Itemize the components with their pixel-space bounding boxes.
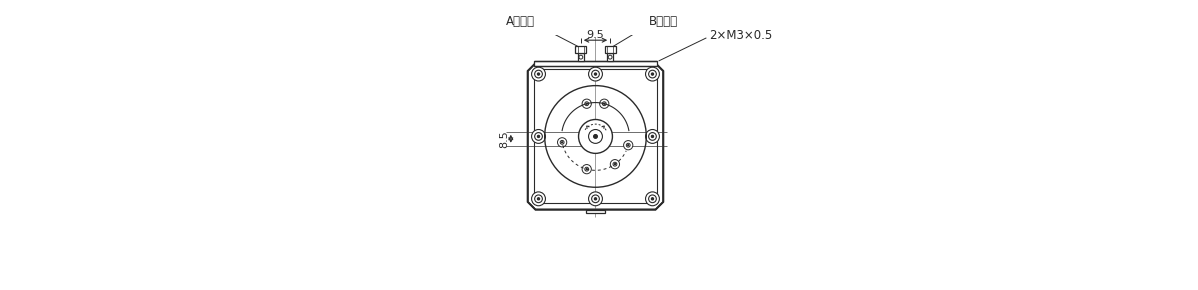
Text: Aポート: Aポート	[507, 15, 536, 28]
Bar	[534, 61, 657, 66]
Circle shape	[646, 130, 659, 143]
Bar	[605, 46, 616, 53]
Circle shape	[588, 192, 603, 206]
Circle shape	[593, 135, 598, 138]
Circle shape	[557, 138, 567, 147]
Circle shape	[609, 55, 612, 59]
Circle shape	[594, 73, 597, 75]
Bar	[607, 53, 613, 61]
Circle shape	[628, 145, 629, 146]
Circle shape	[586, 168, 587, 170]
Circle shape	[582, 164, 592, 174]
Circle shape	[538, 73, 539, 75]
Bar	[534, 69, 657, 203]
Circle shape	[579, 55, 582, 59]
Circle shape	[615, 164, 616, 165]
Bar	[575, 46, 586, 53]
Circle shape	[646, 192, 659, 206]
Circle shape	[579, 119, 612, 153]
Circle shape	[588, 67, 603, 81]
Circle shape	[538, 135, 539, 137]
Circle shape	[604, 103, 605, 104]
Circle shape	[652, 198, 654, 200]
Polygon shape	[528, 63, 664, 210]
Circle shape	[562, 142, 563, 143]
Circle shape	[582, 99, 592, 108]
Circle shape	[538, 198, 539, 200]
Circle shape	[532, 130, 545, 143]
Circle shape	[600, 99, 609, 108]
Text: 8.5: 8.5	[500, 130, 509, 148]
Bar	[586, 210, 605, 213]
Text: 2×M3×0.5: 2×M3×0.5	[709, 29, 773, 42]
Circle shape	[646, 67, 659, 81]
Circle shape	[610, 160, 619, 169]
Text: Bポート: Bポート	[648, 15, 678, 28]
Circle shape	[652, 135, 654, 137]
Circle shape	[532, 192, 545, 206]
Circle shape	[652, 73, 654, 75]
Circle shape	[532, 67, 545, 81]
Bar	[577, 53, 583, 61]
Circle shape	[594, 198, 597, 200]
Text: 9.5: 9.5	[587, 30, 604, 40]
Circle shape	[624, 141, 633, 150]
Circle shape	[586, 103, 587, 104]
